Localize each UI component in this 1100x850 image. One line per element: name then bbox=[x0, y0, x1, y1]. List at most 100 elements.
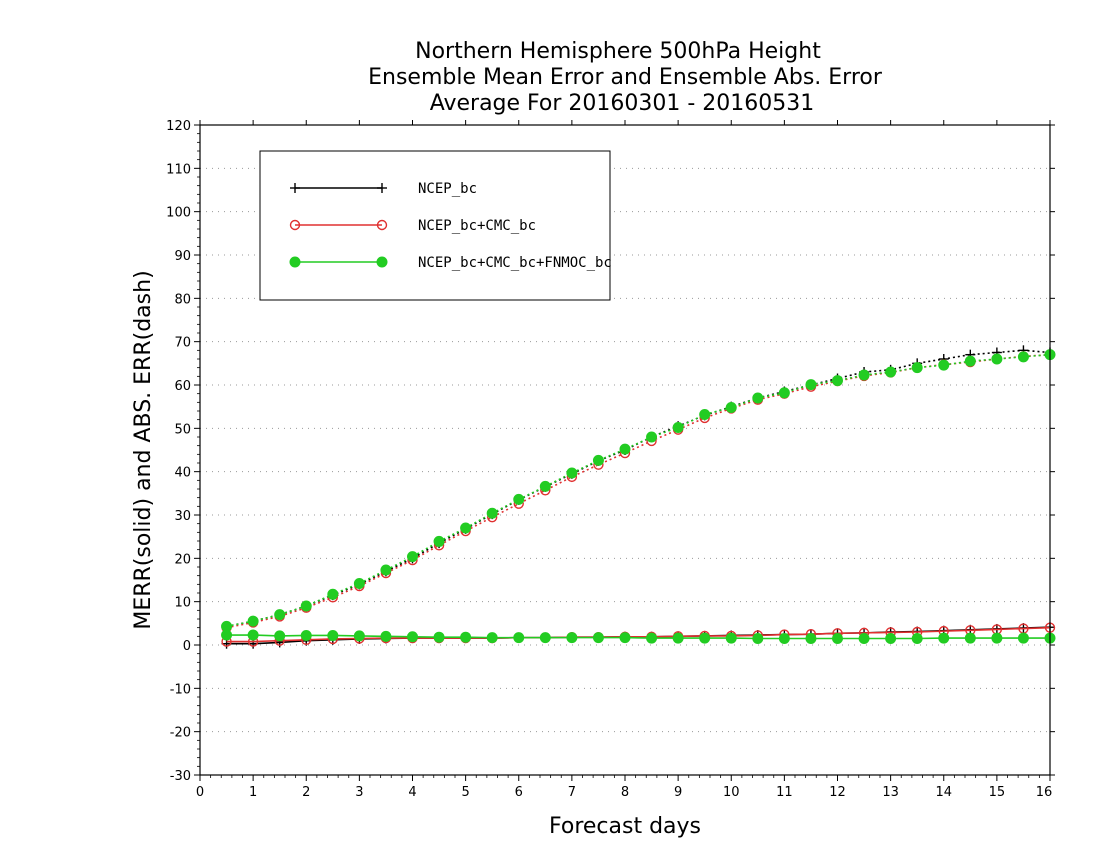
merr-point bbox=[407, 631, 418, 643]
series-0 bbox=[221, 345, 1055, 649]
abs-err-point bbox=[592, 454, 604, 466]
merr-point bbox=[752, 633, 764, 644]
abs-err-point bbox=[752, 392, 764, 404]
merr-point bbox=[539, 632, 551, 644]
legend-marker bbox=[290, 183, 300, 193]
merr-point bbox=[778, 633, 790, 644]
abs-err-point bbox=[619, 443, 631, 455]
merr-point bbox=[646, 632, 658, 644]
x-tick-label: 2 bbox=[302, 785, 310, 800]
abs-err-point bbox=[486, 507, 498, 519]
abs-err-line bbox=[226, 353, 1051, 628]
y-tick-label: 10 bbox=[174, 596, 191, 611]
merr-point bbox=[858, 633, 870, 644]
merr-point bbox=[327, 629, 339, 641]
abs-err-point bbox=[247, 615, 259, 627]
merr-point bbox=[486, 632, 498, 644]
x-tick-label: 0 bbox=[196, 785, 204, 800]
series-2 bbox=[221, 349, 1056, 644]
y-tick-label: 70 bbox=[174, 336, 191, 351]
y-tick-label: 80 bbox=[174, 292, 191, 307]
legend-label: NCEP_bc+CMC_bc+FNMOC_bc bbox=[418, 255, 612, 271]
abs-err-point bbox=[991, 353, 1003, 365]
legend-marker bbox=[376, 219, 388, 231]
merr-point bbox=[938, 632, 950, 644]
merr-point bbox=[274, 630, 286, 642]
merr-point bbox=[725, 632, 737, 644]
abs-err-line bbox=[226, 353, 1051, 629]
merr-point bbox=[353, 630, 365, 642]
legend: NCEP_bc NCEP_bc+CMC_bc NCEP_bc+CMC_bc+FNMO… bbox=[259, 150, 612, 301]
abs-err-point bbox=[778, 387, 790, 399]
series-layer bbox=[221, 345, 1056, 649]
x-tick-label: 15 bbox=[989, 785, 1006, 800]
abs-err-point bbox=[725, 402, 737, 414]
x-tick-label: 11 bbox=[776, 785, 793, 800]
legend-marker bbox=[289, 256, 301, 268]
y-tick-label: -30 bbox=[170, 769, 191, 784]
abs-err-point bbox=[274, 609, 286, 621]
y-tick-label: 120 bbox=[166, 119, 191, 134]
chart-title-line-3: Average For 20160301 - 20160531 bbox=[430, 91, 815, 116]
chart-title: Northern Hemisphere 500hPa Height Ensemb… bbox=[368, 39, 883, 116]
y-tick-label: 20 bbox=[174, 552, 191, 567]
abs-err-point bbox=[539, 480, 551, 492]
y-tick-label: 90 bbox=[174, 249, 191, 264]
merr-point bbox=[964, 632, 976, 644]
y-tick-label: 50 bbox=[174, 422, 191, 437]
x-tick-label: 7 bbox=[568, 785, 576, 800]
legend-marker bbox=[376, 256, 388, 268]
abs-err-point bbox=[911, 362, 923, 374]
x-tick-label: 1 bbox=[249, 785, 257, 800]
abs-err-point bbox=[672, 421, 684, 433]
grid bbox=[200, 167, 1050, 733]
y-tick-label: 110 bbox=[166, 162, 191, 177]
abs-err-point bbox=[566, 467, 578, 479]
abs-err-point bbox=[380, 564, 392, 576]
x-tick-label: 4 bbox=[408, 785, 416, 800]
x-tick-label: 5 bbox=[461, 785, 469, 800]
abs-err-point bbox=[327, 588, 339, 600]
legend-marker bbox=[377, 183, 387, 193]
merr-point bbox=[592, 632, 604, 644]
chart-title-line-1: Northern Hemisphere 500hPa Height bbox=[415, 39, 821, 64]
abs-err-point bbox=[805, 379, 817, 391]
abs-err-point bbox=[353, 577, 365, 589]
x-tick-label: 16 bbox=[1036, 785, 1053, 800]
y-tick-label: 40 bbox=[174, 466, 191, 481]
y-tick-label: -20 bbox=[170, 726, 191, 741]
merr-point bbox=[433, 631, 445, 643]
merr-point bbox=[221, 629, 233, 641]
legend-marker bbox=[289, 219, 301, 231]
abs-err-point bbox=[938, 359, 950, 371]
x-tick-label: 9 bbox=[674, 785, 682, 800]
x-tick-label: 3 bbox=[355, 785, 363, 800]
merr-point bbox=[832, 633, 843, 644]
abs-err-point bbox=[1017, 351, 1029, 363]
merr-point bbox=[513, 632, 525, 644]
abs-err-point bbox=[699, 408, 711, 420]
merr-point bbox=[460, 631, 472, 643]
merr-point bbox=[1017, 632, 1029, 644]
abs-err-point bbox=[407, 551, 418, 563]
x-tick-label: 8 bbox=[621, 785, 629, 800]
y-tick-label: 0 bbox=[183, 639, 191, 654]
abs-err-point bbox=[433, 535, 445, 547]
abs-err-point bbox=[885, 366, 897, 378]
y-tick-label: 60 bbox=[174, 379, 191, 394]
legend-label: NCEP_bc+CMC_bc bbox=[418, 218, 536, 234]
x-tick-label: 6 bbox=[515, 785, 523, 800]
merr-point bbox=[885, 633, 897, 644]
merr-point bbox=[699, 632, 711, 644]
y-tick-label: -10 bbox=[170, 682, 191, 697]
merr-point bbox=[672, 632, 684, 644]
abs-err-point bbox=[513, 493, 525, 505]
legend-label: NCEP_bc bbox=[418, 181, 477, 197]
y-tick-label: 30 bbox=[174, 509, 191, 524]
abs-err-point bbox=[858, 369, 870, 381]
x-tick-label: 13 bbox=[882, 785, 899, 800]
x-axis-label: Forecast days bbox=[549, 814, 701, 839]
merr-point bbox=[991, 632, 1003, 644]
